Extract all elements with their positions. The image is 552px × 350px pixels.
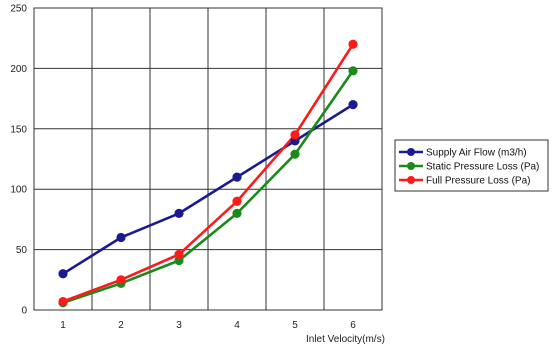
- series-lines: [58, 39, 358, 308]
- data-point: [290, 130, 300, 140]
- data-point: [232, 172, 242, 182]
- x-tick-label: 5: [292, 320, 298, 331]
- series-line: [61, 69, 355, 305]
- data-point: [116, 232, 126, 243]
- y-tick-label: 0: [21, 306, 27, 317]
- legend-swatch-marker: [407, 176, 415, 184]
- data-point: [232, 196, 242, 206]
- y-tick-label: 200: [10, 64, 27, 75]
- data-point: [290, 149, 300, 159]
- x-tick-label: 6: [350, 320, 356, 331]
- y-tick-label: 150: [10, 124, 27, 135]
- data-point: [348, 100, 358, 110]
- x-tick-label: 2: [118, 320, 124, 331]
- legend: Supply Air Flow (m3/h) Static Pressure Lo…: [394, 139, 549, 192]
- data-point: [116, 275, 126, 285]
- x-tick-label: 3: [176, 320, 182, 331]
- data-point: [232, 208, 242, 218]
- data-point: [174, 208, 184, 218]
- series-line: [61, 42, 355, 303]
- series-line: [61, 103, 355, 276]
- data-point: [348, 39, 358, 49]
- data-point: [58, 296, 68, 307]
- legend-swatch-marker: [407, 162, 415, 170]
- x-tick-label: 4: [234, 320, 240, 331]
- data-point: [58, 269, 68, 279]
- data-point: [174, 249, 184, 260]
- y-tick-label: 250: [10, 4, 27, 15]
- x-tick-label: 1: [60, 320, 66, 331]
- x-axis-title: Inlet Velocity(m/s): [306, 334, 385, 345]
- y-tick-label: 100: [10, 185, 27, 196]
- y-tick-label: 50: [16, 245, 28, 256]
- legend-entry-label: Static Pressure Loss (Pa): [426, 162, 539, 173]
- legend-entry-label: Supply Air Flow (m3/h): [426, 148, 527, 159]
- legend-swatch-marker: [407, 148, 415, 156]
- data-point: [348, 66, 358, 76]
- legend-entry-label: Full Pressure Loss (Pa): [426, 176, 530, 187]
- axes: 0 50 100 150 200 250 1 2 3 4 5 6: [10, 4, 356, 332]
